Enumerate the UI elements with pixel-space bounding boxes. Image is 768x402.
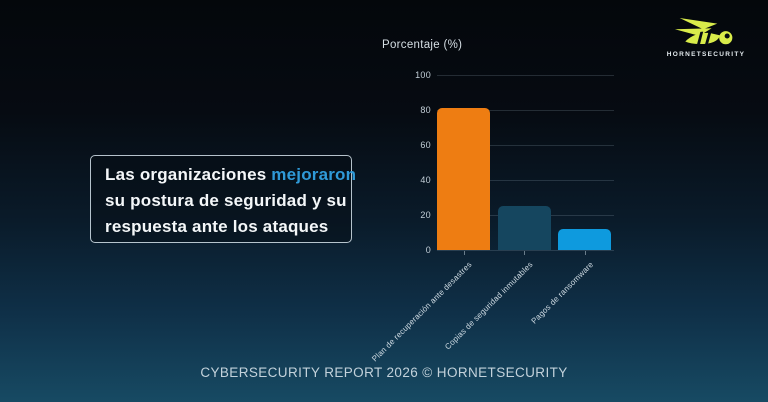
callout-box: Las organizaciones mejoraron su postura d…	[90, 155, 356, 243]
chart-title: Porcentaje (%)	[382, 39, 463, 51]
x-tick-mark	[524, 251, 525, 255]
footer-text: CYBERSECURITY REPORT 2026 © HORNETSECURI…	[200, 365, 568, 380]
gridline	[437, 180, 614, 181]
chart-bar-0	[437, 108, 490, 250]
gridline	[437, 110, 614, 111]
y-tick-label: 80	[420, 105, 431, 115]
x-tick-mark	[463, 251, 465, 255]
y-tick-label: 0	[425, 245, 431, 255]
plot-area	[437, 75, 614, 255]
y-tick-label: 40	[420, 175, 431, 185]
brand-wordmark: HORNETSECURITY	[666, 51, 746, 58]
y-tick-label: 60	[420, 140, 431, 150]
hornet-logo-icon	[674, 17, 733, 45]
callout-segment: Las organizaciones	[105, 165, 272, 184]
brand-block: HORNETSECURITY	[656, 17, 756, 58]
callout-highlight: mejoraron	[271, 165, 357, 184]
gridline	[437, 145, 614, 146]
callout-text: Las organizaciones mejoraron su postura d…	[105, 162, 356, 240]
chart-bar-1	[497, 206, 551, 250]
chart-bar-2	[558, 229, 611, 250]
x-axis-label: Plan de recuperación ante desastres	[370, 260, 474, 364]
x-axis-label: Pagos de ransomware	[529, 260, 595, 326]
callout-segment: respuesta ante los ataques	[105, 217, 329, 236]
x-tick-mark	[584, 251, 586, 255]
callout-segment: su postura de seguridad y su	[105, 191, 347, 210]
y-tick-label: 20	[420, 210, 431, 220]
gridline	[437, 250, 614, 251]
gridline	[437, 75, 614, 76]
y-tick-label: 100	[415, 70, 431, 80]
